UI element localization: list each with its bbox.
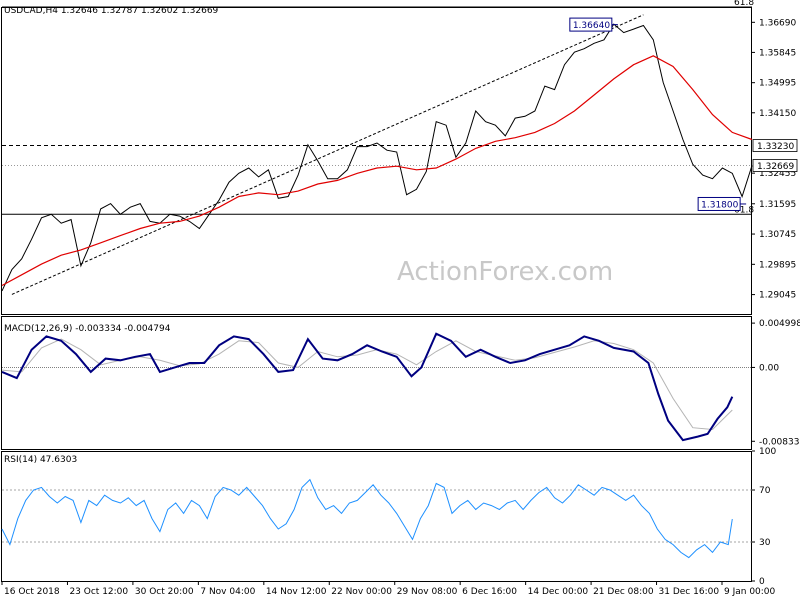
x-tick-label: 31 Dec 16:00	[659, 587, 720, 597]
rsi-y-tick-label: 0	[759, 577, 765, 587]
rsi-y-tick-label: 30	[759, 538, 771, 548]
x-tick-label: 14 Dec 00:00	[528, 587, 589, 597]
price-y-tick-label: 1.35845	[759, 48, 796, 58]
price-y-tick-label: 1.36690	[759, 18, 796, 28]
price-y-tick-label: 1.34995	[759, 79, 796, 89]
fib-label: 61.8	[734, 0, 754, 8]
x-tick-label: 16 Oct 2018	[4, 587, 60, 597]
x-tick-label: 21 Dec 08:00	[593, 587, 654, 597]
panel-frames	[1, 7, 752, 582]
x-tick-label: 22 Nov 00:00	[331, 587, 392, 597]
level-tag-label: 1.32669	[757, 162, 794, 172]
rsi-levels	[2, 489, 752, 543]
price-label-text: 1.31800	[701, 200, 738, 210]
macd-y-tick-label: -0.00833	[759, 437, 799, 447]
macd-panel: 0.004998 0.00 -0.00833 MACD(12,26,9) -0.00…	[1, 319, 800, 447]
price-frame	[1, 7, 752, 315]
macd-frame	[1, 316, 752, 450]
macd-signal-line	[1, 338, 733, 431]
rsi-panel-header: RSI(14) 47.6303	[4, 455, 77, 465]
trendline	[11, 14, 644, 295]
price-level-tags: 1.33230 1.32669	[752, 139, 798, 172]
x-tick-label: 30 Oct 20:00	[135, 587, 194, 597]
price-y-tick-label: 1.34150	[759, 109, 796, 119]
macd-panel-header: MACD(12,26,9) -0.003334 -0.004794	[4, 324, 171, 334]
price-y-tick-label: 1.29045	[759, 291, 796, 301]
price-label-text: 1.36640	[573, 21, 610, 31]
price-y-tick-label: 1.30745	[759, 230, 796, 240]
price-panel: ActionForex.com 61.861.8 1.366401.31800 …	[1, 0, 798, 301]
price-y-tick-label: 1.29895	[759, 260, 796, 270]
watermark: ActionForex.com	[397, 257, 613, 287]
rsi-panel: 100 70 30 0 RSI(14) 47.6303	[1, 447, 776, 587]
moving-average-line	[1, 55, 753, 287]
rsi-y-tick-label: 70	[759, 486, 771, 496]
x-axis: 16 Oct 2018 23 Oct 12:00 30 Oct 20:00 7 Nov…	[1, 581, 776, 597]
price-panel-header: USDCAD,H4 1.32646 1.32787 1.32602 1.3266…	[4, 6, 219, 16]
level-tag	[752, 159, 798, 172]
rsi-frame	[1, 451, 752, 582]
price-series	[1, 23, 753, 292]
level-tag-label: 1.33230	[757, 142, 794, 152]
level-tag	[752, 139, 798, 152]
rsi-line	[1, 478, 733, 559]
price-annotations: 1.36640 1.31800	[569, 17, 747, 211]
x-tick-label: 29 Nov 08:00	[397, 587, 458, 597]
fib-label: 61.8	[734, 205, 754, 215]
price-levels: 61.8 61.8	[2, 0, 754, 215]
price-y-axis: 1.36690 1.35845 1.34995 1.34150 1.32455 1.315…	[752, 18, 796, 301]
x-tick-label: 9 Jan 00:00	[724, 587, 776, 597]
macd-line	[1, 332, 734, 442]
x-tick-label: 6 Dec 16:00	[462, 587, 517, 597]
x-tick-label: 23 Oct 12:00	[69, 587, 128, 597]
price-y-tick-label: 1.31595	[759, 200, 796, 210]
macd-y-axis: 0.004998 0.00 -0.00833	[752, 319, 800, 447]
rsi-y-axis: 100 70 30 0	[752, 447, 776, 587]
macd-y-tick-label: 0.004998	[759, 319, 800, 329]
price-y-tick-label: 1.32455	[759, 169, 796, 179]
x-tick-label: 7 Nov 04:00	[200, 587, 255, 597]
rsi-y-tick-label: 100	[759, 447, 776, 457]
macd-y-tick-label: 0.00	[759, 363, 779, 373]
x-tick-label: 14 Nov 12:00	[266, 587, 327, 597]
